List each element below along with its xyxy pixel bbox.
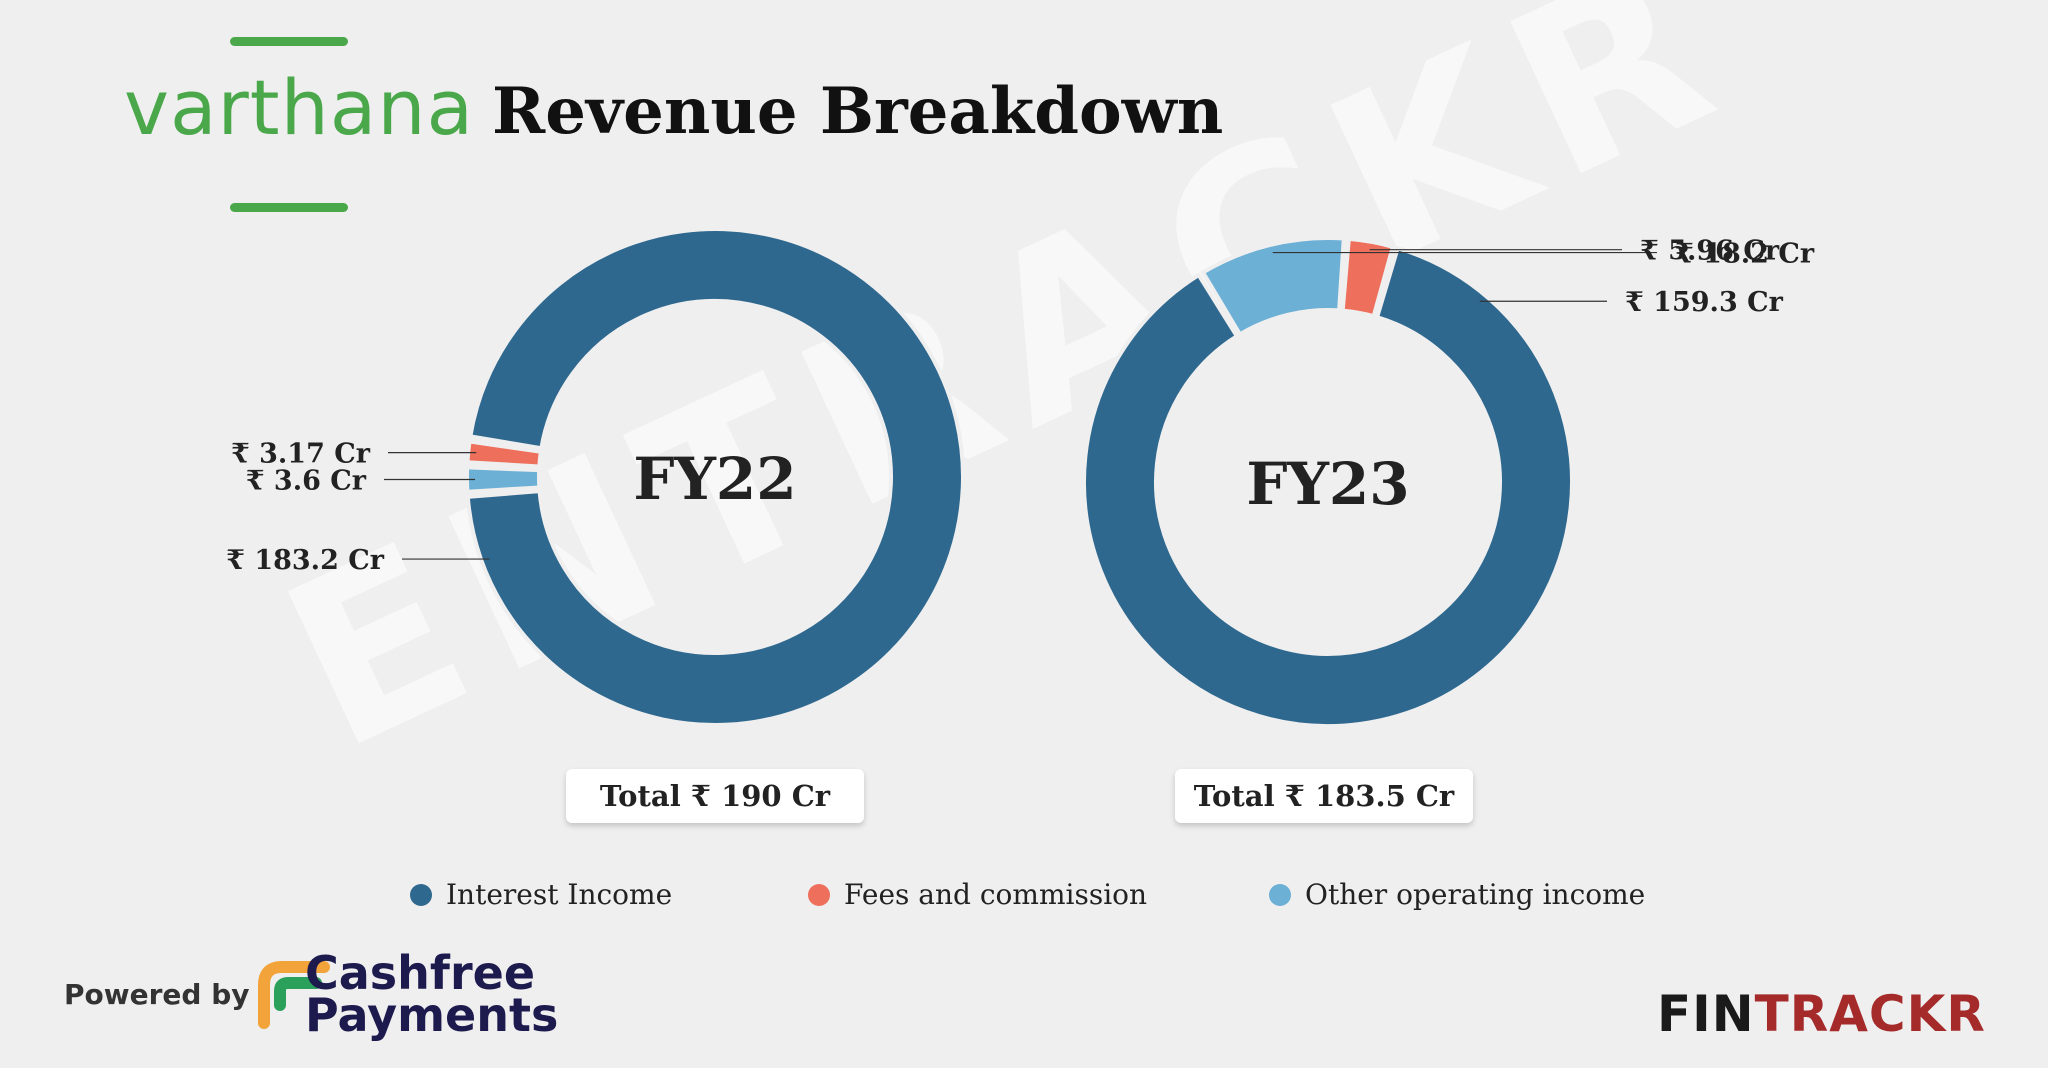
donut-slice-fy23-interest-income [1082, 245, 1575, 728]
legend-swatch-fees [808, 883, 830, 906]
legend-swatch-interest [410, 883, 432, 906]
brand-logo: varthana [124, 63, 475, 152]
cashfree-logo-line2: Payments [305, 988, 559, 1042]
legend-item-interest: Interest Income [410, 878, 672, 911]
legend-item-other: Other operating income [1269, 878, 1645, 911]
legend-label-fees: Fees and commission [844, 878, 1148, 911]
data-label-fy22: ₹ 183.2 Cr [226, 545, 385, 576]
brand-bar-bottom [230, 203, 348, 212]
data-label-fy23: ₹ 5.96 Cr [1640, 236, 1780, 267]
donut-center-label-fy23: FY23 [1246, 450, 1409, 518]
legend-swatch-other [1269, 883, 1291, 906]
cashfree-logo-icon [258, 961, 330, 1029]
page-title: Revenue Breakdown [492, 74, 1224, 149]
donut-slice-fy23-fees-and-commission [1340, 236, 1396, 319]
fintrackr-logo-part2: TRACKR [1754, 985, 1986, 1043]
total-box-fy23: Total ₹ 183.5 Cr [1175, 769, 1473, 823]
powered-by-label: Powered by [64, 978, 250, 1011]
data-label-fy23: ₹ 18.2 Cr [1675, 239, 1815, 270]
fintrackr-logo-part1: FIN [1657, 985, 1755, 1043]
donut-center-label-fy22: FY22 [633, 445, 796, 513]
data-label-fy22: ₹ 3.6 Cr [246, 465, 367, 496]
legend-label-other: Other operating income [1305, 878, 1646, 911]
donut-slice-fy22-other-operating-income [465, 465, 542, 494]
legend-item-fees: Fees and commission [808, 878, 1147, 911]
total-box-fy22: Total ₹ 190 Cr [566, 769, 864, 823]
donut-slice-fy22-interest-income [465, 227, 965, 727]
donut-slice-fy22-fees-and-commission [465, 439, 544, 469]
data-label-fy23: ₹ 159.3 Cr [1625, 287, 1784, 318]
cashfree-logo-line1: Cashfree [305, 946, 536, 1000]
brand-bar-top [230, 37, 348, 46]
cashfree-logo-text: Cashfree Payments [305, 946, 559, 1042]
legend-label-interest: Interest Income [446, 878, 673, 911]
data-label-fy22: ₹ 3.17 Cr [231, 439, 371, 470]
fintrackr-logo: FINTRACKR [1657, 985, 1986, 1043]
donut-slice-fy23-other-operating-income [1200, 236, 1346, 338]
